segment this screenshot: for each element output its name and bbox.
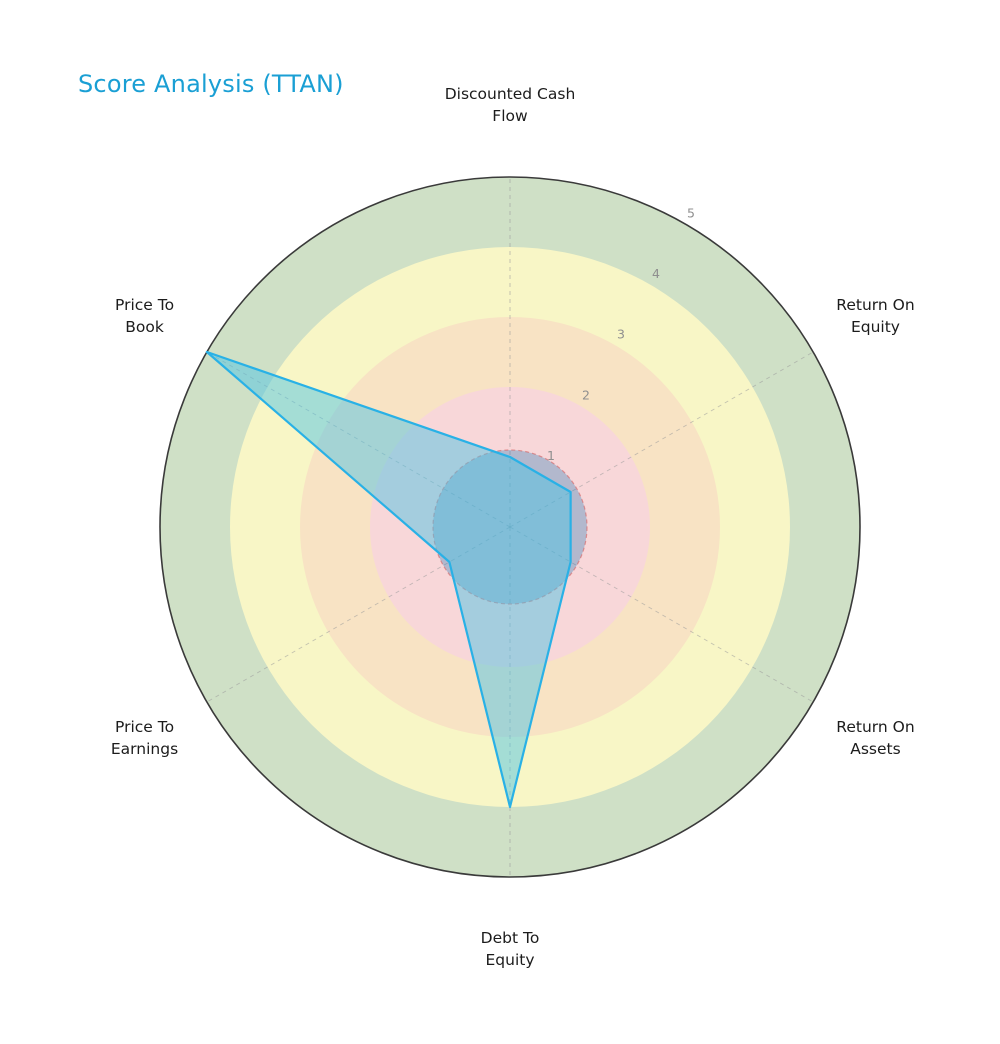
chart-title: Score Analysis (TTAN) — [78, 70, 344, 98]
ring-tick-label-5: 5 — [687, 205, 695, 220]
ring-tick-label-2: 2 — [582, 387, 590, 402]
series-polygon-score — [205, 350, 572, 809]
ring-tick-label-3: 3 — [617, 327, 625, 342]
axis-label-discounted-cash-flow: Discounted Cash Flow — [445, 85, 576, 125]
axis-label-price-to-book: Price To Book — [115, 296, 174, 336]
axis-label-return-on-equity: Return On Equity — [836, 296, 914, 336]
axis-label-return-on-assets: Return On Assets — [836, 718, 914, 758]
ring-tick-label-4: 4 — [652, 266, 660, 281]
ring-tick-label-1: 1 — [547, 448, 555, 463]
axis-label-debt-to-equity: Debt To Equity — [481, 929, 540, 969]
axis-label-price-to-earnings: Price To Earnings — [111, 718, 178, 758]
